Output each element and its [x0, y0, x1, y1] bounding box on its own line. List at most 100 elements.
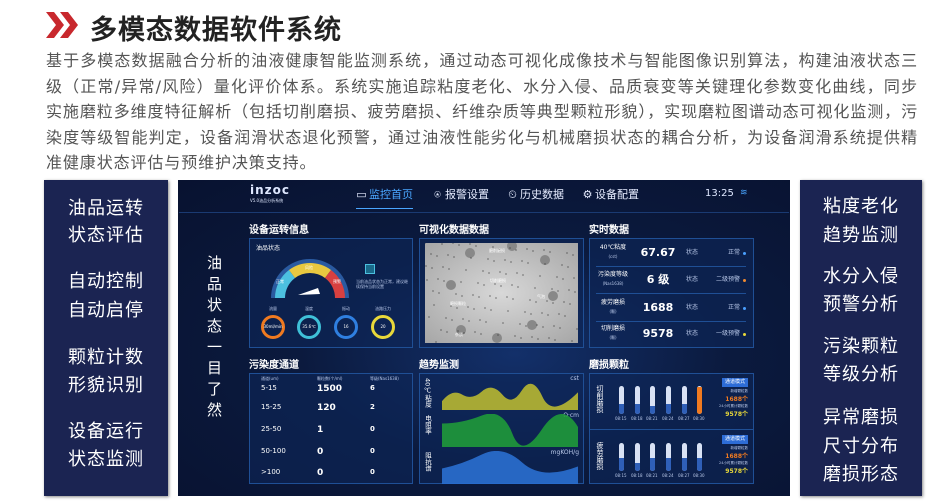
channel-mode-button[interactable]: 通道模式	[722, 435, 749, 444]
status-dot	[743, 279, 746, 282]
realtime-state: 正常	[727, 304, 740, 311]
left-feature-panel: 油品运转 状态评估 自动控制 自动启停 颗粒计数 形貌识别 设备运行 状态监测	[44, 180, 168, 496]
nav-tab-0[interactable]: 监控首页	[369, 188, 413, 201]
table-cell: 0	[370, 447, 375, 455]
wear-bar	[619, 386, 624, 414]
slogan: 油品状态一目了然	[205, 255, 223, 423]
logo-subtitle: V5.0油品分析系统	[250, 198, 284, 203]
table-cell: 25-50	[261, 425, 282, 433]
logo: inzoc	[250, 183, 290, 197]
count: 1688个	[725, 396, 748, 403]
feature-label: 颗粒计数	[68, 347, 144, 368]
wear-bar-fill	[635, 404, 640, 414]
realtime-label: 疲劳磨损	[600, 299, 625, 306]
row-divider	[596, 321, 746, 322]
wifi-icon: ≋	[740, 188, 748, 198]
realtime-label: 40℃粘度	[599, 244, 627, 251]
wear-time: 08:30	[693, 416, 705, 421]
realtime-unit: (Nas1638)	[602, 281, 624, 286]
wear-bar	[697, 443, 702, 471]
realtime-value: 9578	[642, 327, 674, 340]
trend-axis-label: 40℃粘度	[423, 378, 432, 408]
realtime-label: 切削磨损	[600, 325, 625, 332]
wear-time: 08:24	[662, 473, 674, 478]
table-cell: 0	[317, 468, 324, 478]
monitor-icon[interactable]: ▭	[356, 188, 367, 201]
meter-0: 30ml/min	[261, 315, 285, 339]
feature-label: 自动控制	[68, 271, 144, 292]
meter-label: 振动	[342, 306, 350, 311]
feature-label: 预警分析	[823, 294, 899, 315]
table-cell: 0	[370, 425, 375, 433]
alarm-icon[interactable]: ⍟	[434, 188, 441, 201]
wear-bar-fill	[682, 404, 687, 414]
wear-bar-fill	[697, 387, 702, 414]
count-label: 新增颗粒数	[730, 389, 749, 393]
table-cell: 2	[370, 403, 375, 411]
wear-bar-fill	[619, 458, 624, 471]
document-icon	[365, 264, 375, 274]
row-divider	[596, 266, 746, 267]
oil-status-label: 油品状态	[256, 245, 281, 252]
feature-label: 等级分析	[823, 364, 899, 385]
total-label: 24小时累计颗粒数	[719, 461, 748, 465]
oil-status-gauge	[270, 258, 350, 299]
particle-label: 气泡	[537, 294, 545, 299]
meter-label: 油路压力	[375, 306, 391, 311]
table-cell: 120	[317, 403, 336, 413]
meter-1: 35.6℃	[297, 315, 321, 339]
table-cell: 5-15	[261, 384, 277, 392]
trend-axis-label: 阻抗谱	[423, 452, 432, 472]
wear-bar-fill	[650, 458, 655, 471]
wear-time: 08:27	[678, 473, 690, 478]
wear-panel	[589, 373, 754, 484]
table-cell: 6	[370, 384, 375, 392]
trend-unit: cst	[570, 375, 579, 382]
nav-divider	[179, 212, 789, 213]
wear-title: 磨损颗粒	[589, 360, 629, 371]
wear-time: 08:18	[631, 416, 643, 421]
meter-label: 温度	[305, 306, 313, 311]
particle-label: 磨损颗粒	[450, 301, 466, 306]
realtime-state-label: 状态	[686, 276, 699, 283]
trend-chart-0	[441, 377, 579, 411]
page-title: 多模态数据软件系统	[90, 15, 342, 46]
gauge-label: 预警	[333, 279, 341, 284]
meter-3: 20	[371, 315, 395, 339]
wear-bar	[650, 386, 655, 414]
count: 1688个	[725, 453, 748, 460]
count-label: 新增颗粒数	[730, 446, 749, 450]
active-tab-underline	[356, 208, 413, 209]
visual-title: 可视化数据数据	[419, 225, 489, 236]
gear-icon[interactable]: ⚙	[582, 188, 593, 201]
table-header: 等级(Nas1638)	[370, 376, 399, 381]
wear-time: 08:27	[678, 416, 690, 421]
wear-bar-fill	[666, 458, 671, 471]
table-cell: >100	[261, 468, 281, 476]
right-feature-panel: 粘度老化 趋势监测 水分入侵 预警分析 污染颗粒 等级分析 异常磨损 尺寸分布 磨损形态	[800, 180, 922, 496]
wear-bar-fill	[682, 458, 687, 471]
chevron-icon	[46, 12, 78, 38]
nav-tab-2[interactable]: 历史数据	[520, 188, 564, 201]
wear-bar	[619, 443, 624, 471]
equipment-note: 当前油品状态为正常，建议继续保持当前设置	[356, 279, 408, 289]
table-cell: 15-25	[261, 403, 282, 411]
realtime-unit: (颗)	[609, 335, 617, 340]
wear-group-label: 疲劳磨损	[596, 442, 604, 470]
realtime-label: 污染度等级	[597, 271, 628, 278]
table-cell: 1	[317, 425, 324, 435]
table-header: 通道(um)	[261, 376, 279, 381]
feature-label: 状态评估	[68, 225, 144, 246]
trend-title: 趋势监测	[419, 360, 459, 371]
history-icon[interactable]: ⏲	[508, 188, 517, 201]
nav-tab-1[interactable]: 报警设置	[445, 188, 489, 201]
feature-label: 油品运转	[68, 198, 144, 219]
wear-bar-fill	[697, 458, 702, 471]
realtime-state: 二级预警	[715, 276, 740, 283]
wear-bar	[650, 443, 655, 471]
channel-mode-button[interactable]: 通道模式	[722, 378, 749, 387]
wear-time: 08:30	[693, 473, 705, 478]
nav-tab-3[interactable]: 设备配置	[595, 188, 639, 201]
wear-time: 08:18	[631, 473, 643, 478]
wear-bar	[682, 386, 687, 414]
